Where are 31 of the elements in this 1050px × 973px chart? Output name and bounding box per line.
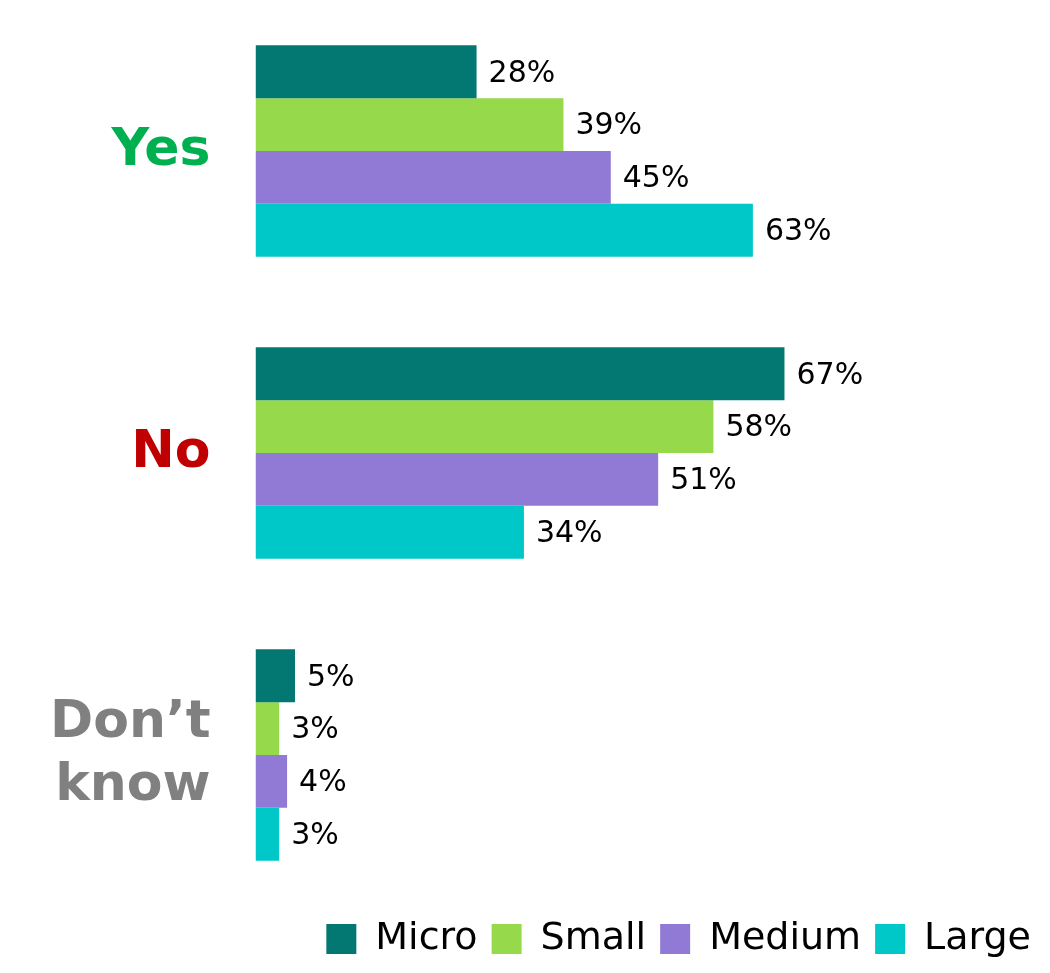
legend-label: Medium [709, 913, 862, 958]
data-label: 4% [299, 763, 347, 799]
data-label: 63% [764, 212, 832, 248]
bar [255, 702, 280, 755]
bar [255, 347, 785, 401]
bar [255, 203, 753, 257]
bar [255, 400, 714, 453]
data-label: 39% [575, 106, 643, 142]
data-label: 51% [670, 461, 737, 497]
legend-label: Large [924, 913, 1032, 958]
data-label: 67% [796, 355, 864, 391]
data-label: 28% [488, 53, 556, 89]
data-label: 58% [725, 408, 793, 444]
bar [255, 151, 611, 204]
bar [255, 755, 288, 808]
bar [255, 649, 295, 703]
y-tick-label: Don’t know [49, 689, 211, 812]
bar [255, 453, 659, 506]
data-label: 3% [291, 816, 339, 852]
bar [255, 505, 524, 559]
legend-label: Micro [375, 913, 478, 958]
bar [255, 45, 477, 99]
data-label: 34% [535, 514, 603, 550]
y-tick-label: No [131, 418, 211, 479]
data-label: 5% [306, 657, 355, 693]
data-label: 45% [622, 159, 690, 195]
bar [255, 98, 564, 151]
bar [255, 807, 280, 861]
y-tick-label: Yes [110, 116, 211, 177]
legend-label: Small [540, 913, 647, 958]
data-label: 3% [291, 710, 339, 746]
